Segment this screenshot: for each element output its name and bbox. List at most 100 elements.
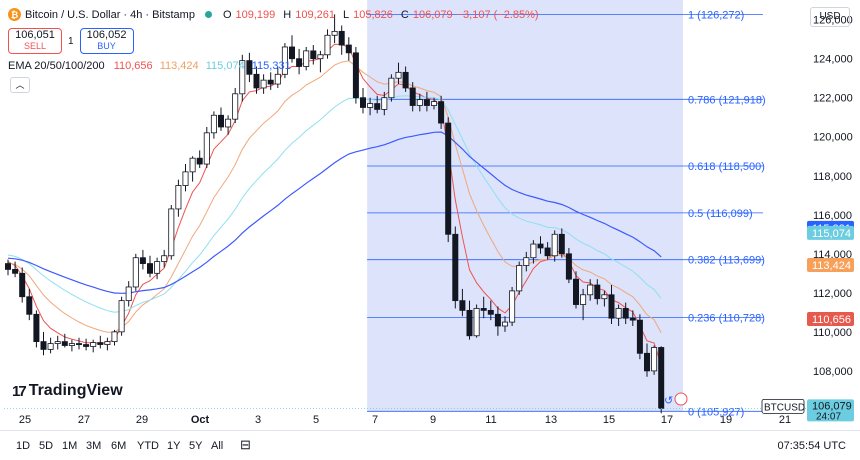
range-1y[interactable]: 1Y: [167, 440, 181, 452]
candle-body: [317, 54, 324, 60]
fib-area: [367, 0, 683, 412]
range-5d[interactable]: 5D: [39, 440, 54, 452]
x-tick-label: 13: [545, 414, 557, 426]
candle-body: [68, 343, 75, 346]
range-ytd[interactable]: YTD: [137, 440, 159, 452]
candle-body: [565, 253, 572, 280]
candle-body: [651, 347, 658, 372]
candle-body: [452, 233, 459, 302]
candle-body: [246, 60, 253, 75]
candle-body: [175, 185, 182, 210]
candle-body: [260, 79, 267, 89]
candle-body: [90, 342, 97, 347]
ema-price-tag-label: 115,074: [812, 228, 851, 240]
candle-body: [19, 272, 26, 298]
chevron-up-icon[interactable]: ︿: [10, 77, 30, 93]
ema100-value: 115,074: [205, 60, 245, 72]
candle-body: [487, 309, 494, 315]
ema-label: EMA 20/50/100/200: [8, 60, 105, 72]
y-tick-label: 124,000: [813, 54, 853, 66]
x-tick-label: 7: [372, 414, 378, 426]
candle-body: [445, 122, 452, 235]
high-label: H: [283, 8, 292, 21]
symbol-legend: ₿ Bitcoin / U.S. Dollar · 4h · Bitstamp …: [8, 8, 539, 21]
candle-body: [608, 294, 615, 319]
candle-body: [516, 265, 523, 292]
range-6m[interactable]: 6M: [111, 440, 127, 452]
candle-body: [459, 300, 466, 311]
candle-body: [97, 342, 104, 345]
candle-body: [76, 343, 83, 345]
open-label: O: [222, 8, 232, 21]
bottom-toolbar: 1D 5D 1M 3M 6M YTD 1Y 5Y All ⊟ 07:35:54 …: [0, 430, 860, 460]
candle-body: [352, 52, 359, 99]
y-tick-label: 108,000: [813, 366, 853, 378]
range-5y[interactable]: 5Y: [189, 440, 203, 452]
bitcoin-icon: ₿: [8, 8, 21, 21]
candle-body: [267, 79, 274, 85]
x-tick-label: 9: [430, 414, 436, 426]
buy-price: 106,052: [86, 29, 127, 41]
currency-selector[interactable]: USD: [810, 7, 850, 27]
sell-button[interactable]: 106,051 SELL: [8, 28, 62, 54]
x-tick-label: Oct: [191, 414, 210, 426]
price-chart[interactable]: 108,000 110,000 112,000 114,000 116,000 118,0…: [0, 0, 860, 430]
candle-body: [501, 321, 508, 327]
ema-legend[interactable]: EMA 20/50/100/200 110,656 113,424 115,07…: [8, 60, 291, 72]
x-tick-label: 5: [313, 414, 319, 426]
candle-body: [104, 341, 111, 345]
clock[interactable]: 07:35:54 UTC: [777, 440, 846, 452]
ema50-value: 113,424: [159, 60, 199, 72]
candle-body: [54, 341, 61, 344]
candle-body: [139, 257, 146, 264]
y-tick-label: 118,000: [813, 171, 852, 183]
range-all[interactable]: All: [211, 440, 224, 452]
candle-body: [494, 313, 501, 327]
candle-body: [324, 34, 331, 56]
x-tick-label: 27: [78, 414, 90, 426]
candle-body: [530, 243, 537, 259]
change-value: −3,107 (−2.85%): [456, 8, 539, 21]
buy-button[interactable]: 106,052 BUY: [79, 28, 134, 54]
fib-label: 0.618 (118,500): [688, 161, 765, 173]
candle-body: [331, 30, 338, 36]
range-1m[interactable]: 1M: [62, 440, 78, 452]
ema-price-tag-label: 110,656: [812, 314, 851, 326]
low-label: L: [343, 8, 350, 21]
candle-body: [296, 58, 303, 67]
tradingview-logo[interactable]: 17 TradingView: [12, 382, 123, 400]
high-value: 109,261: [295, 8, 335, 21]
range-3m[interactable]: 3M: [86, 440, 102, 452]
candle-body: [189, 157, 196, 173]
symbol-title[interactable]: Bitcoin / U.S. Dollar · 4h · Bitstamp: [25, 8, 195, 21]
symbol-tag: [761, 398, 805, 414]
x-tick-label: 21: [779, 414, 791, 426]
candle-body: [544, 247, 551, 257]
candle-body: [217, 114, 224, 128]
candle-body: [558, 233, 565, 255]
candle-body: [523, 257, 530, 266]
range-1d[interactable]: 1D: [16, 440, 31, 452]
y-tick-label: 110,000: [813, 327, 852, 339]
open-value: 109,199: [235, 8, 276, 21]
spread-value: 1: [68, 35, 74, 47]
candle-body: [409, 87, 416, 106]
symbol-tag-label: BTCUSD: [764, 402, 805, 413]
last-price-tag: [807, 399, 854, 422]
tradingview-logo-text: TradingView: [28, 382, 123, 399]
candle-body: [83, 344, 90, 347]
candle-body: [615, 308, 622, 319]
y-tick-label: 114,000: [813, 249, 852, 261]
candle-body: [473, 308, 480, 337]
candle-body: [374, 103, 381, 110]
calendar-icon[interactable]: ⊟: [240, 437, 251, 452]
ema50-line: [7, 60, 662, 334]
candle-body: [381, 97, 388, 110]
event-flag-icon: [674, 392, 688, 406]
trade-panel: 106,051 SELL 1 106,052 BUY: [8, 28, 134, 54]
candle-body: [480, 308, 487, 311]
candle-body: [146, 263, 153, 274]
candle-body: [402, 71, 409, 89]
x-tick-label: 25: [19, 414, 31, 426]
candle-body: [359, 97, 366, 108]
